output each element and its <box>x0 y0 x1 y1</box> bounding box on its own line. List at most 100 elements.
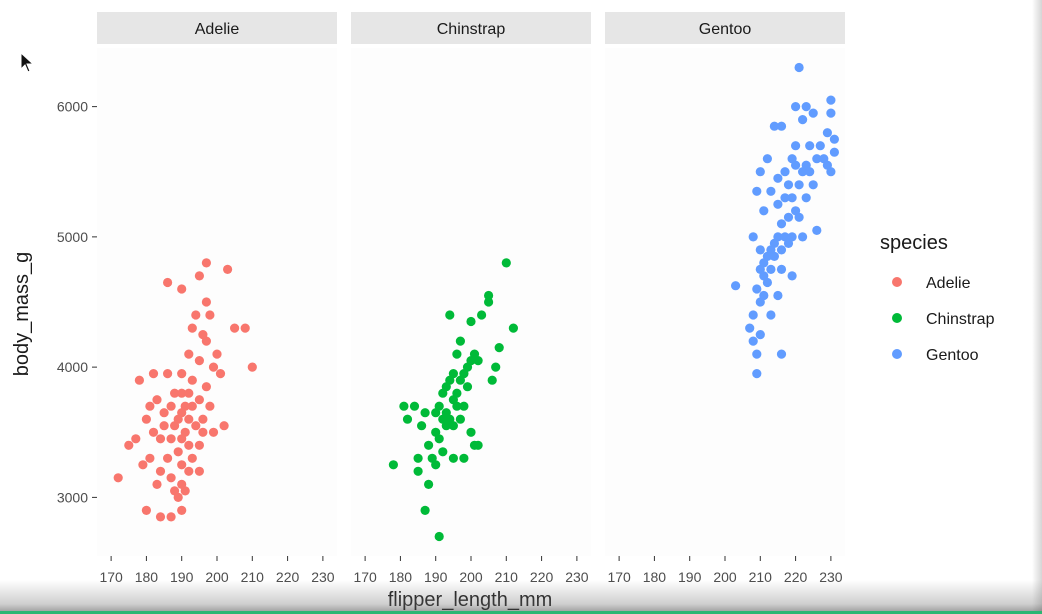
point-adelie <box>145 401 155 411</box>
x-tick-label: 200 <box>713 569 737 585</box>
point-gentoo <box>773 199 783 209</box>
point-chinstrap <box>448 369 458 379</box>
point-gentoo <box>805 141 815 151</box>
x-tick-label: 180 <box>389 569 413 585</box>
point-adelie <box>194 356 204 366</box>
point-gentoo <box>787 232 797 242</box>
window-edge <box>1032 0 1042 614</box>
point-gentoo <box>812 225 822 235</box>
point-gentoo <box>801 193 811 203</box>
x-tick-label: 180 <box>135 569 159 585</box>
point-adelie <box>187 323 197 333</box>
point-gentoo <box>826 95 836 105</box>
point-gentoo <box>773 290 783 301</box>
point-adelie <box>198 414 208 424</box>
point-chinstrap <box>399 401 409 411</box>
x-tick-label: 210 <box>495 569 519 585</box>
x-tick-label: 180 <box>643 569 667 585</box>
point-adelie <box>191 421 201 431</box>
point-adelie <box>134 375 144 385</box>
data-points <box>113 62 840 542</box>
point-gentoo <box>769 251 780 261</box>
point-chinstrap <box>494 343 504 353</box>
point-gentoo <box>783 212 794 222</box>
point-chinstrap <box>434 401 444 411</box>
point-adelie <box>145 453 155 463</box>
point-adelie <box>198 427 208 437</box>
point-adelie <box>163 369 173 379</box>
x-tick-label: 200 <box>459 569 483 585</box>
point-gentoo <box>780 193 790 203</box>
point-chinstrap <box>501 258 511 268</box>
point-adelie <box>180 401 190 411</box>
point-chinstrap <box>448 421 458 431</box>
point-adelie <box>201 258 211 268</box>
point-chinstrap <box>487 375 497 385</box>
point-gentoo <box>776 264 787 274</box>
x-tick-label: 220 <box>784 569 808 585</box>
point-chinstrap <box>491 362 501 372</box>
point-gentoo <box>801 102 811 112</box>
point-gentoo <box>783 180 794 190</box>
point-gentoo <box>766 186 776 196</box>
point-gentoo <box>748 310 758 320</box>
point-chinstrap <box>438 447 448 457</box>
point-gentoo <box>808 180 818 190</box>
point-adelie <box>201 336 211 346</box>
point-chinstrap <box>434 531 444 542</box>
point-gentoo <box>812 154 822 164</box>
panel-gentoo <box>605 48 845 556</box>
point-adelie <box>177 505 187 515</box>
point-gentoo <box>752 369 762 379</box>
point-adelie <box>191 310 201 320</box>
point-adelie <box>163 453 173 463</box>
point-chinstrap <box>420 408 430 418</box>
panel-chinstrap <box>351 48 591 556</box>
point-adelie <box>194 395 204 405</box>
point-chinstrap <box>413 453 423 463</box>
point-gentoo <box>755 167 765 177</box>
point-adelie <box>184 349 194 359</box>
point-gentoo <box>780 167 790 177</box>
x-tick-label: 220 <box>530 569 554 585</box>
point-chinstrap <box>452 401 462 411</box>
x-tick-label: 170 <box>99 569 123 585</box>
x-tick-label: 200 <box>205 569 229 585</box>
point-gentoo <box>776 245 787 255</box>
point-adelie <box>184 388 194 398</box>
point-chinstrap <box>455 336 465 346</box>
point-gentoo <box>755 245 765 255</box>
point-chinstrap <box>417 421 427 431</box>
point-gentoo <box>745 323 755 333</box>
x-tick-label: 220 <box>276 569 300 585</box>
point-chinstrap <box>420 505 430 515</box>
point-gentoo <box>762 277 773 288</box>
point-gentoo <box>805 167 815 177</box>
point-adelie <box>201 382 211 392</box>
point-chinstrap <box>413 466 423 476</box>
point-adelie <box>166 473 176 483</box>
facet-label-adelie: Adelie <box>195 21 240 38</box>
point-gentoo <box>794 62 804 73</box>
x-tick-label: 210 <box>749 569 773 585</box>
point-chinstrap <box>402 414 413 424</box>
x-tick-label: 190 <box>678 569 702 585</box>
legend-label-gentoo: Gentoo <box>926 347 979 364</box>
point-chinstrap <box>466 316 476 327</box>
facet-panels: Adelie Chinstrap Gentoo <box>97 12 845 556</box>
point-gentoo <box>759 290 769 301</box>
point-chinstrap <box>462 382 473 392</box>
point-adelie <box>170 388 180 398</box>
point-adelie <box>141 505 151 515</box>
point-gentoo <box>808 108 818 118</box>
x-tick-label: 210 <box>241 569 265 585</box>
point-chinstrap <box>473 440 483 450</box>
point-adelie <box>201 297 211 307</box>
point-gentoo <box>794 212 804 222</box>
legend-label-chinstrap: Chinstrap <box>926 311 995 328</box>
point-adelie <box>124 440 134 450</box>
point-chinstrap <box>459 453 469 463</box>
x-tick-label: 170 <box>607 569 631 585</box>
point-gentoo <box>815 141 825 151</box>
